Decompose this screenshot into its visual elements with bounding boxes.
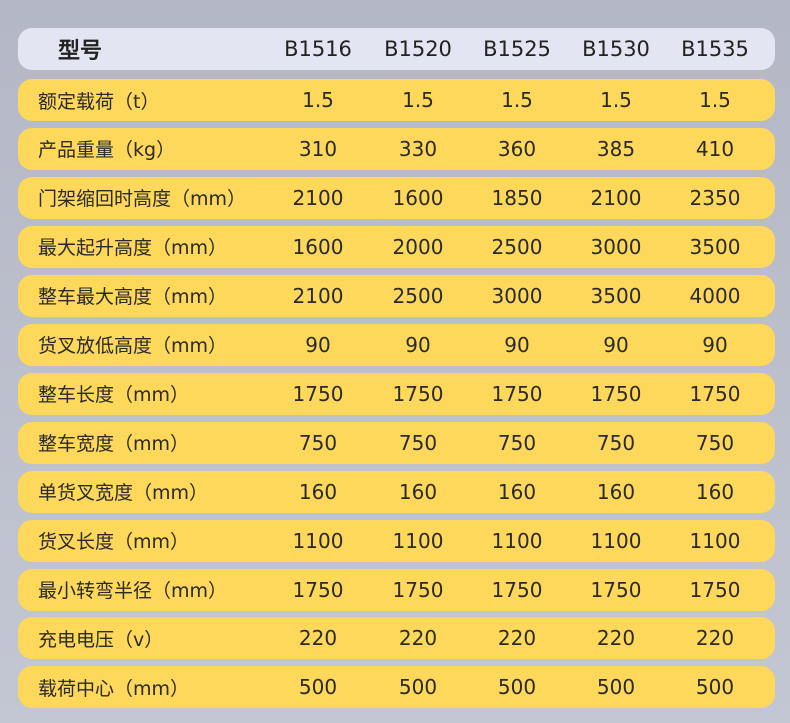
value-cell: 1750 <box>590 577 642 602</box>
value-cell: 1100 <box>491 528 543 553</box>
value-cell: 3000 <box>590 234 642 259</box>
row-label: 充电电压（v） <box>38 628 164 651</box>
value-cell: 1100 <box>590 528 642 553</box>
model-header-label: 型号 <box>58 39 103 64</box>
table-row: 整车宽度（mm） 750 750 750 750 750 <box>18 421 775 464</box>
value-cell: 1600 <box>292 234 344 259</box>
table-row: 产品重量（kg） 310 330 360 385 410 <box>18 127 775 170</box>
model-header-cell: B1525 <box>483 37 551 61</box>
value-cell: 500 <box>398 675 438 700</box>
table-row: 额定载荷（t） 1.5 1.5 1.5 1.5 1.5 <box>18 79 775 121</box>
value-cell: 220 <box>497 626 537 651</box>
table-row: 整车长度（mm） 1750 1750 1750 1750 1750 <box>18 372 775 415</box>
value-cell: 160 <box>398 479 438 504</box>
value-cell: 750 <box>398 430 438 455</box>
value-cell: 1850 <box>491 185 543 210</box>
value-cell: 750 <box>596 430 636 455</box>
value-cell: 330 <box>398 136 438 161</box>
value-cell: 90 <box>702 332 728 357</box>
value-cell: 2350 <box>689 185 741 210</box>
value-cell: 500 <box>596 675 636 700</box>
value-cell: 360 <box>497 136 537 161</box>
value-cell: 310 <box>298 136 338 161</box>
value-cell: 1750 <box>491 577 543 602</box>
table-row: 最大起升高度（mm） 1600 2000 2500 3000 3500 <box>18 225 775 268</box>
table-row: 整车最大高度（mm） 2100 2500 3000 3500 4000 <box>18 274 775 317</box>
value-cell: 1750 <box>292 577 344 602</box>
row-label: 额定载荷（t） <box>38 90 160 113</box>
value-cell: 1750 <box>392 381 444 406</box>
value-cell: 1750 <box>491 381 543 406</box>
table-row: 最小转弯半径（mm） 1750 1750 1750 1750 1750 <box>18 568 775 611</box>
value-cell: 1.5 <box>699 88 731 112</box>
value-cell: 160 <box>497 479 537 504</box>
value-cell: 1100 <box>392 528 444 553</box>
value-cell: 90 <box>405 332 431 357</box>
value-cell: 90 <box>305 332 331 357</box>
value-cell: 160 <box>298 479 338 504</box>
value-cell: 750 <box>497 430 537 455</box>
value-cell: 500 <box>497 675 537 700</box>
value-cell: 1750 <box>689 381 741 406</box>
header-row: 型号 B1516 B1520 B1525 B1530 B1535 <box>18 28 775 70</box>
value-cell: 220 <box>596 626 636 651</box>
model-header-cell: B1520 <box>384 37 452 61</box>
value-cell: 3500 <box>590 283 642 308</box>
value-cell: 1750 <box>590 381 642 406</box>
value-cell: 2100 <box>590 185 642 210</box>
value-cell: 4000 <box>689 283 741 308</box>
value-cell: 160 <box>695 479 735 504</box>
table-row: 货叉长度（mm） 1100 1100 1100 1100 1100 <box>18 519 775 562</box>
row-label: 整车长度（mm） <box>38 384 190 407</box>
value-cell: 90 <box>603 332 629 357</box>
value-cell: 1.5 <box>501 88 533 112</box>
table-row: 载荷中心（mm） 500 500 500 500 500 <box>18 666 775 709</box>
value-cell: 220 <box>695 626 735 651</box>
value-cell: 2500 <box>491 234 543 259</box>
value-cell: 410 <box>695 136 735 161</box>
value-cell: 1.5 <box>302 88 334 112</box>
row-label: 最小转弯半径（mm） <box>38 580 228 602</box>
row-label: 货叉放低高度（mm） <box>38 335 228 358</box>
value-cell: 1100 <box>689 528 741 553</box>
row-label: 整车最大高度（mm） <box>38 286 228 309</box>
value-cell: 90 <box>504 332 530 357</box>
value-cell: 750 <box>298 430 338 455</box>
value-cell: 3000 <box>491 283 543 308</box>
row-label: 载荷中心（mm） <box>38 677 190 700</box>
value-cell: 1750 <box>689 577 741 602</box>
value-cell: 750 <box>695 430 735 455</box>
value-cell: 385 <box>596 136 636 161</box>
table-row: 货叉放低高度（mm） 90 90 90 90 90 <box>18 323 775 366</box>
value-cell: 2000 <box>392 234 444 259</box>
row-label: 单货叉宽度（mm） <box>38 482 209 505</box>
row-label: 货叉长度（mm） <box>38 531 190 554</box>
row-label: 产品重量（kg） <box>38 139 176 162</box>
value-cell: 1750 <box>392 577 444 602</box>
value-cell: 3500 <box>689 234 741 259</box>
value-cell: 2100 <box>292 283 344 308</box>
model-header-cell: B1516 <box>284 37 352 61</box>
table-row: 单货叉宽度（mm） 160 160 160 160 160 <box>18 470 775 513</box>
value-cell: 500 <box>695 675 735 700</box>
table-row: 充电电压（v） 220 220 220 220 220 <box>18 617 775 660</box>
table-row: 门架缩回时高度（mm） 2100 1600 1850 2100 2350 <box>18 176 775 219</box>
row-label: 最大起升高度（mm） <box>38 237 228 260</box>
value-cell: 160 <box>596 479 636 504</box>
value-cell: 1.5 <box>600 88 632 112</box>
value-cell: 500 <box>298 675 338 700</box>
value-cell: 1600 <box>392 185 444 210</box>
value-cell: 1750 <box>292 381 344 406</box>
row-label: 整车宽度（mm） <box>38 433 190 456</box>
value-cell: 2100 <box>292 185 344 210</box>
value-cell: 1.5 <box>402 88 434 112</box>
value-cell: 220 <box>298 626 338 651</box>
model-header-cell: B1535 <box>681 37 749 61</box>
value-cell: 1100 <box>292 528 344 553</box>
row-label: 门架缩回时高度（mm） <box>38 188 247 211</box>
value-cell: 220 <box>398 626 438 651</box>
model-header-cell: B1530 <box>582 37 650 61</box>
value-cell: 2500 <box>392 283 444 308</box>
